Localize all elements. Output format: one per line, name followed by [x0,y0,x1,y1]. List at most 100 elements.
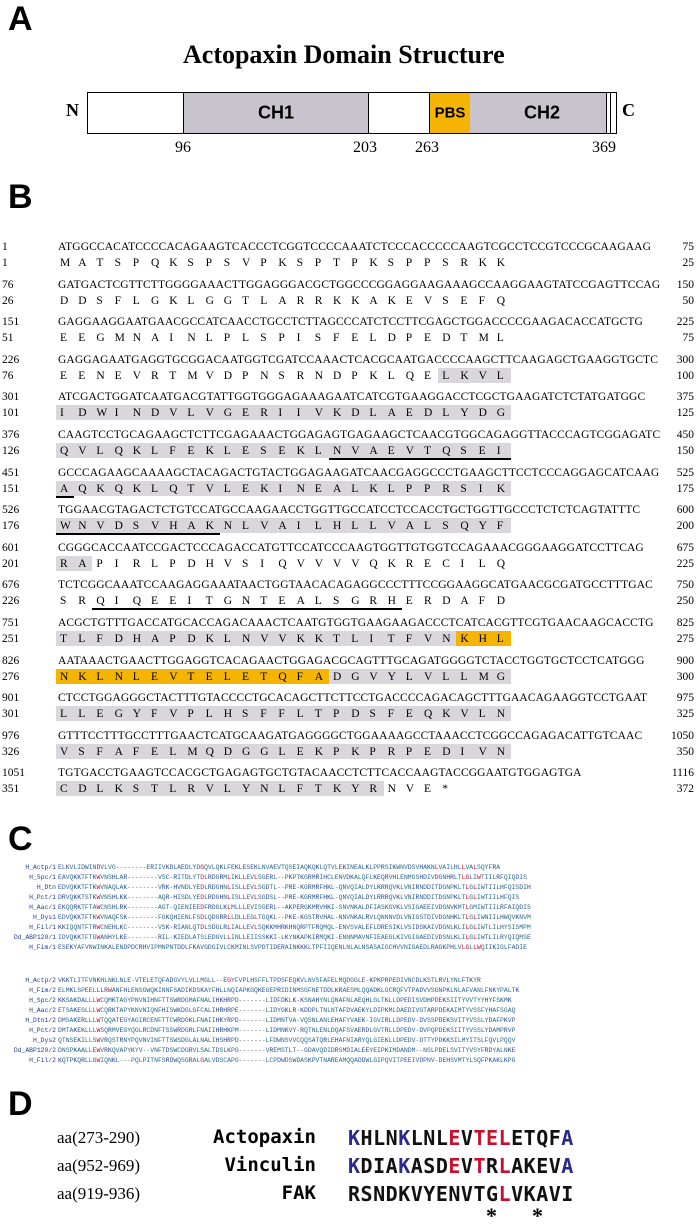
ch2-alignment-row-name: H_Dys2 [32,1037,56,1044]
residue: V [405,783,415,796]
residue: D [351,407,360,420]
residue: E [351,332,359,345]
residue: Y [132,708,142,721]
residue: P [278,332,285,345]
residue: T [187,670,195,683]
residue: L [442,670,450,683]
residue: K [314,633,324,645]
nt-end-number: 150 [676,278,694,291]
residue: E [78,369,86,382]
residue: K [496,257,506,269]
residue: A [151,633,160,645]
ch1-alignment-row-name: H_Aac/1 [29,904,56,911]
c-terminus-label: C [622,100,635,120]
residue: V [169,407,178,420]
residue: A [296,595,305,608]
residue: L [242,332,250,345]
residue: I [460,557,465,570]
conserved-star-1: * [486,1203,497,1228]
residue: L [442,369,450,382]
c-term-double-line [610,93,612,133]
residue: H [169,520,178,533]
residue: E [187,445,195,457]
residue: G [496,670,506,683]
residue: L [387,482,395,495]
residue: P [405,745,413,758]
residue: T [260,670,268,683]
residue: A [278,294,287,307]
nucleotide-sequence: ATCGACTGGATCAATGACGTATTGGTGGGAGAAAGAATCA… [58,391,646,404]
residue: N [387,783,396,796]
residue: G [96,332,105,345]
residue: V [424,633,433,645]
ch1-alignment-row-name: H_Dys1 [32,914,56,921]
residue: A [114,745,123,758]
ch2-alignment-row-sequence: DNSPKAALLEWVRKQVAPYKYV--VNFTDSWCDGRVLSAL… [58,1047,516,1054]
residue: Y [351,783,360,796]
residue: A [187,520,196,533]
residue: K [369,482,378,495]
ch1-alignment-row-sequence: ESEKYAFVNWINKALENDPDCRHVIPMNPNTDDLFKAVGD… [58,944,527,951]
residue: L [205,332,213,345]
residue: Q [278,557,287,570]
residue: D [442,332,451,345]
nucleotide-sequence: TGGAACGTAGACTCTGTCCATGCCAAGAACCTGGTTGCCA… [58,504,641,517]
residue: M [187,369,198,382]
residue: R [78,595,86,608]
residue: P [132,257,140,269]
residue: T [60,633,68,645]
ch2-alignment-row-sequence: KQTPKQRLLGWIQNKL---PQLPITNFSRDWQSGRALGAL… [58,1057,516,1064]
residue: H [223,708,233,721]
position-263: 263 [415,139,439,156]
nt-end-number: 675 [676,541,694,554]
residue: D [442,745,451,758]
sequence-row: 451 GCCCAGAAGCAAAAGCTACAGACTGTACTGGAGAAGA… [0,466,700,504]
panel-c-letter: C [8,820,33,858]
residue: N [78,520,87,533]
panel-a-letter: A [8,0,33,38]
residue: H [333,520,342,533]
residue: I [114,557,119,570]
sequence-row: 376 CAAGTCCTGCAGAAGCTCTTCGAGAAACTGGAGAGTG… [0,428,700,466]
residue: I [278,407,283,420]
domain-bar: CH1 CH2 PBS [87,92,617,134]
residue: K [132,445,142,457]
ch1-alignment-row-name: H_Spc/1 [29,874,56,881]
residue: Q [496,557,506,570]
helix-underline [329,458,511,460]
residue: K [314,745,324,758]
motif-name-fak: FAK [281,1182,316,1204]
residue: T [387,633,395,645]
residue: L [405,670,413,683]
ch1-alignment-row-name: H_Dtn [36,884,56,891]
nucleotide-sequence: TGTGACCTGAAGTCCACGCTGAGAGTGCTGTACAACCTCT… [58,767,582,780]
residue: L [478,708,486,721]
residue: V [460,708,469,721]
sequence-row: 301 ATCGACTGGATCAATGACGTATTGGTGGGAGAAAGAA… [0,390,700,428]
residue: V [424,670,433,683]
nucleotide-sequence: GAGGAAGGAATGAACGCCATCAACCTGCCTCTTAGCCCAT… [58,316,643,329]
residue: Q [169,482,178,495]
residue: D [78,783,87,796]
nt-end-number: 75 [682,241,695,253]
residue: P [205,257,212,269]
residue: T [314,708,322,721]
residue: L [223,633,231,645]
nt-start-number: 151 [2,316,20,329]
nucleotide-sequence: GTTTCCTTTGCCTTTGAACTCATGCAAGATGAGGGGCTGG… [58,729,643,742]
sequence-row: 1051 TGTGACCTGAAGTCCACGCTGAGAGTGCTGTACAAC… [0,766,700,804]
ch-highlight [56,518,511,534]
pbs-domain: PBS [430,93,470,133]
residue: L [223,783,231,796]
sequence-row: 751 ACGCTGTTTGACCATGCACCAGACAAACTCAATGTGG… [0,616,700,654]
residue: R [387,745,396,758]
residue: G [496,407,506,420]
residue: A [278,520,287,533]
residue: W [60,520,71,533]
sequence-row: 226 GAGGAGAATGAGGTGCGGACAATGGTCGATCCAAACT… [0,353,700,391]
residue: D [223,745,233,758]
residue: K [114,783,123,796]
